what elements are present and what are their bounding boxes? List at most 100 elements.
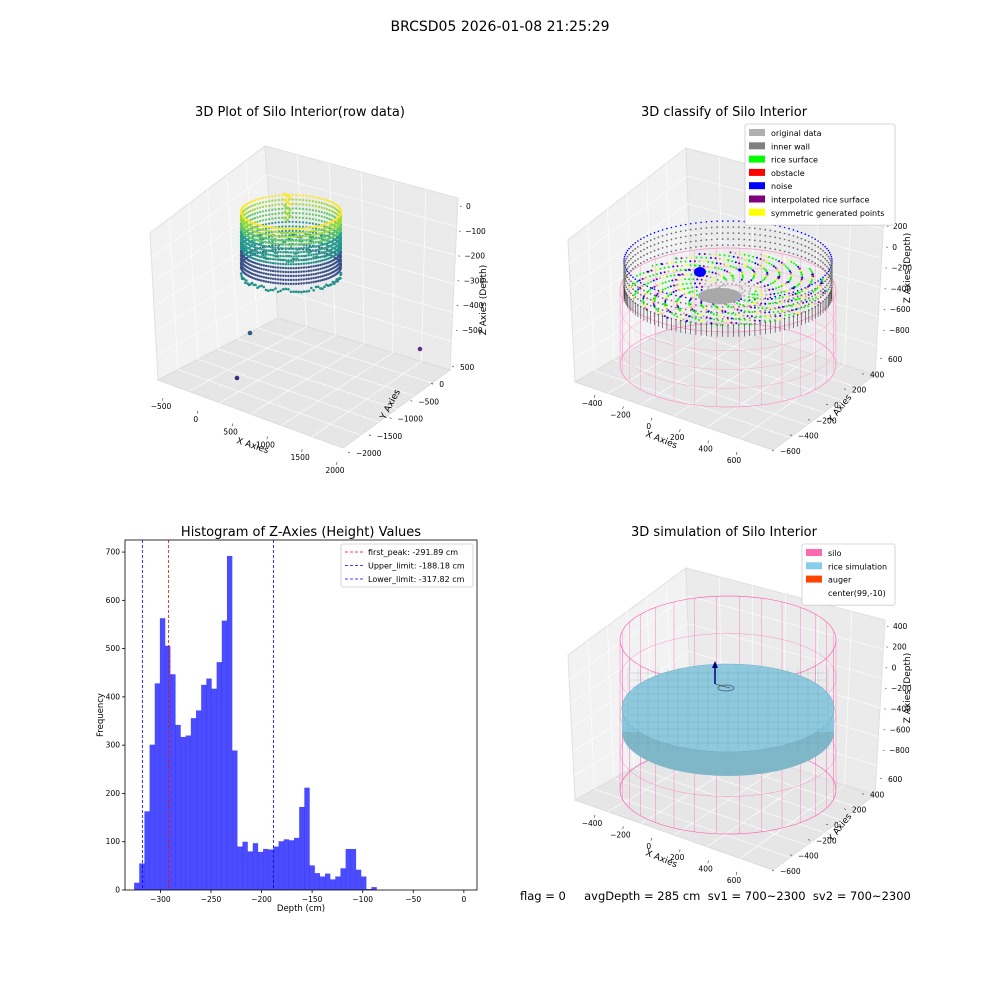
tick-label: −400 <box>798 432 819 441</box>
x-axis-label: X Axies <box>235 436 270 456</box>
legend: first_peak: -291.89 cm Upper_limit: -188.… <box>341 544 473 587</box>
histogram-bar <box>191 718 196 890</box>
panel-classify-3d: 3D classify of Silo Interior −400−200020… <box>568 105 913 465</box>
tick-label: 400 <box>893 622 908 631</box>
histogram-bar <box>175 725 180 890</box>
tick-label: 200 <box>892 643 907 652</box>
histogram-bar <box>170 674 175 890</box>
tick-label: 0 <box>439 380 444 389</box>
tick-mark <box>457 305 459 306</box>
histogram-bar <box>289 840 294 890</box>
tick-mark <box>623 406 624 409</box>
histogram-bar <box>165 646 170 890</box>
histogram-bar <box>294 838 299 890</box>
legend-entry: Lower_limit: -317.82 cm <box>368 575 465 584</box>
tick-label: −600 <box>780 867 801 876</box>
legend-entry: original data <box>771 129 822 138</box>
histogram-bar <box>206 679 211 890</box>
histogram-bar <box>253 843 258 890</box>
histogram-bar <box>217 662 222 890</box>
histogram-bar <box>181 737 186 890</box>
histogram-bar <box>325 874 330 890</box>
tick-label: −600 <box>890 305 911 314</box>
x-axis-title: Depth (cm) <box>277 904 325 914</box>
histogram-bar <box>284 839 289 890</box>
histogram-bar <box>139 863 144 890</box>
tick-label: 0 <box>892 663 897 672</box>
tick-mark <box>348 452 350 453</box>
chart-title: Histogram of Z-Axies (Height) Values <box>181 525 421 540</box>
histogram-bar <box>371 887 376 890</box>
tick-mark <box>708 861 709 864</box>
outlier-point <box>248 331 253 336</box>
legend-entry: interpolated rice surface <box>771 196 869 205</box>
y-tick-label: 700 <box>106 548 121 557</box>
tick-label: −200 <box>610 830 631 839</box>
legend-entry: rice simulation <box>828 562 887 571</box>
y-tick-label: 600 <box>106 596 121 605</box>
legend-swatch <box>749 169 765 176</box>
tick-label: −1500 <box>377 432 403 441</box>
legend-swatch <box>806 576 822 583</box>
tick-label: −400 <box>582 399 603 408</box>
tick-label: −1000 <box>398 415 424 424</box>
histogram-bar <box>351 849 356 890</box>
tick-mark <box>232 424 233 427</box>
tick-label: −400 <box>582 819 603 828</box>
legend-entry: auger <box>828 576 852 585</box>
tick-mark <box>679 429 680 432</box>
tick-mark <box>887 626 889 627</box>
tick-mark <box>390 418 392 419</box>
tick-mark <box>880 358 882 359</box>
tick-label: 600 <box>727 876 742 885</box>
histogram-bar <box>309 865 314 890</box>
histogram-bar <box>237 847 242 890</box>
y-axis-title: Frequency <box>96 693 106 737</box>
tick-label: −600 <box>890 725 911 734</box>
tick-label: −200 <box>610 410 631 419</box>
x-tick-label: −50 <box>405 895 421 904</box>
x-tick-label: −300 <box>150 895 171 904</box>
rice-surface <box>622 664 834 776</box>
histogram-bar <box>335 876 340 890</box>
tick-label: −800 <box>889 746 910 755</box>
tick-label: −400 <box>798 852 819 861</box>
legend-swatch <box>749 156 765 163</box>
tick-mark <box>594 395 595 398</box>
tick-mark <box>456 330 458 331</box>
tick-mark <box>886 647 888 648</box>
y-tick-label: 200 <box>106 789 121 798</box>
x-tick-label: −200 <box>251 895 272 904</box>
legend-entry: rice surface <box>771 156 818 165</box>
x-tick-label: −100 <box>352 895 373 904</box>
tick-label: 600 <box>888 355 903 364</box>
histogram-bar <box>201 685 206 890</box>
panel-simulation-title: 3D simulation of Silo Interior <box>631 525 818 540</box>
legend: original data inner wall rice surface obsta… <box>745 124 895 225</box>
histogram-bar <box>134 883 139 890</box>
tick-mark <box>887 226 889 227</box>
tick-mark <box>884 729 886 730</box>
tick-mark <box>883 750 885 751</box>
tick-label: −500 <box>151 402 172 411</box>
tick-mark <box>458 256 460 257</box>
tick-label: 600 <box>888 775 903 784</box>
tick-mark <box>337 462 338 465</box>
tick-mark <box>886 667 888 668</box>
legend-swatch <box>749 209 765 216</box>
legend-swatch <box>749 196 765 203</box>
y-tick-label: 0 <box>115 886 120 895</box>
legend-entry: symmetric generated points <box>771 209 884 218</box>
histogram-bar <box>320 876 325 890</box>
tick-label: 1500 <box>291 453 310 462</box>
histogram-bar <box>340 868 345 890</box>
tick-mark <box>708 441 709 444</box>
histogram-bar <box>144 811 149 890</box>
outlier-point <box>418 347 423 352</box>
legend-entry: first_peak: -291.89 cm <box>368 548 458 557</box>
legend-swatch <box>806 549 822 556</box>
histogram-bar <box>279 841 284 890</box>
tick-label: 0 <box>466 202 471 211</box>
legend-entry: silo <box>828 549 842 558</box>
tick-mark <box>736 452 737 455</box>
